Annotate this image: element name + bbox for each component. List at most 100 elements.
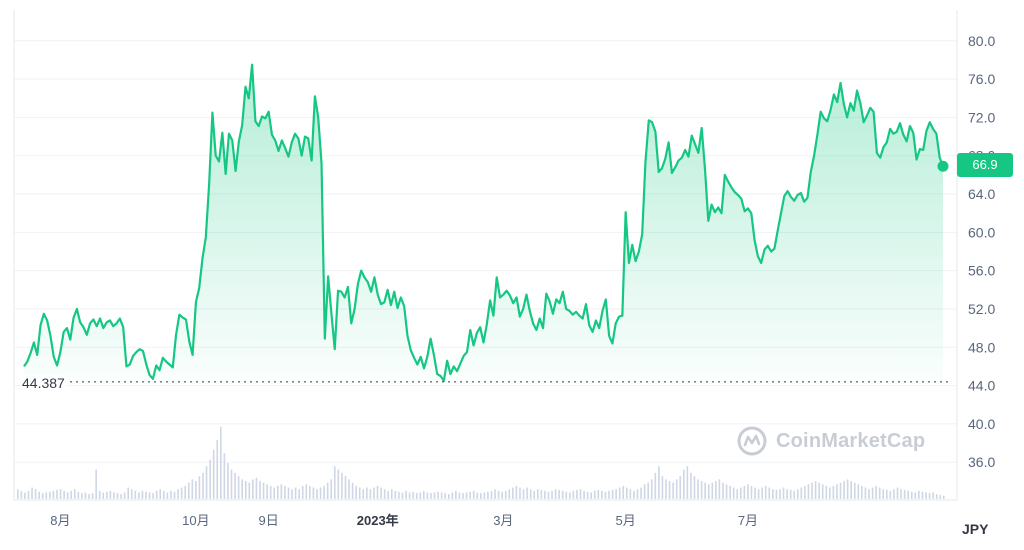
volume-bar xyxy=(166,492,169,499)
volume-bar xyxy=(943,495,945,499)
volume-bar xyxy=(287,487,290,499)
volume-bar xyxy=(59,489,62,499)
volume-bar xyxy=(408,492,411,499)
volume-bar xyxy=(230,469,233,499)
volume-bar xyxy=(497,490,500,499)
volume-bar xyxy=(195,481,197,499)
volume-bar xyxy=(871,487,874,499)
volume-bar xyxy=(725,484,728,499)
volume-bar xyxy=(547,491,550,499)
y-tick-label: 64.0 xyxy=(968,186,995,202)
volume-bar xyxy=(298,489,300,499)
y-tick-label: 60.0 xyxy=(968,224,995,240)
volume-bar xyxy=(209,459,211,499)
volume-bar xyxy=(433,492,436,499)
volume-bar xyxy=(358,487,361,499)
volume-bar xyxy=(501,491,503,499)
volume-bar xyxy=(273,487,276,499)
volume-bar xyxy=(244,481,247,499)
volume-bar xyxy=(216,440,219,499)
volume-bar xyxy=(804,485,806,499)
volume-bar xyxy=(935,494,938,499)
volume-bar xyxy=(626,487,628,499)
volume-bar xyxy=(658,466,660,499)
volume-bar xyxy=(88,494,90,499)
volume-bar xyxy=(56,489,58,499)
volume-bar xyxy=(187,482,190,499)
volume-bar xyxy=(636,489,639,499)
volume-bar xyxy=(333,466,336,499)
volume-bar xyxy=(344,476,347,499)
volume-bar xyxy=(234,472,236,499)
volume-bar xyxy=(487,491,489,499)
price-area-fill xyxy=(24,64,943,382)
volume-bar xyxy=(675,479,678,499)
volume-bar xyxy=(155,490,158,499)
volume-bar xyxy=(476,492,479,499)
volume-bar xyxy=(66,492,69,499)
volume-bar xyxy=(419,492,422,499)
volume-bar xyxy=(893,489,895,499)
volume-bar xyxy=(455,490,457,499)
volume-bar xyxy=(693,476,696,499)
volume-bar xyxy=(875,485,877,499)
volume-bar xyxy=(764,485,767,499)
volume-bar xyxy=(77,491,80,499)
volume-bar xyxy=(390,489,393,499)
volume-bar xyxy=(768,487,771,499)
volume-bar xyxy=(918,490,920,499)
volume-bar xyxy=(775,489,778,499)
volume-bar xyxy=(579,489,582,499)
volume-bar xyxy=(490,490,493,499)
volume-bar xyxy=(284,485,286,499)
volume-bar xyxy=(711,482,714,499)
volume-bar xyxy=(262,482,265,499)
volume-bar xyxy=(309,485,311,499)
volume-bar xyxy=(907,490,909,499)
volume-bar xyxy=(362,489,365,499)
volume-bar xyxy=(900,489,902,499)
y-tick-label: 72.0 xyxy=(968,109,995,125)
volume-bar xyxy=(597,489,600,499)
volume-bar xyxy=(113,492,115,499)
volume-bar xyxy=(430,493,432,499)
volume-bar xyxy=(593,490,596,499)
volume-bar xyxy=(786,489,788,499)
coinmarketcap-logo-icon xyxy=(737,426,767,456)
volume-bar xyxy=(227,463,229,499)
volume-bar xyxy=(130,489,133,499)
volume-bar xyxy=(280,484,283,499)
volume-bar xyxy=(643,484,646,499)
volume-bar xyxy=(686,466,689,499)
current-price-dot[interactable] xyxy=(937,160,949,172)
volume-bar xyxy=(633,490,635,499)
volume-bar xyxy=(707,484,710,499)
volume-bar xyxy=(73,489,76,499)
volume-bar xyxy=(811,482,813,499)
volume-bar xyxy=(63,490,65,499)
volume-bar xyxy=(629,489,632,499)
volume-bar xyxy=(326,482,329,499)
y-tick-label: 36.0 xyxy=(968,454,995,470)
volume-bar xyxy=(861,485,863,499)
volume-bar xyxy=(141,490,144,499)
volume-bar xyxy=(818,482,820,499)
volume-bar xyxy=(241,479,243,499)
volume-bar xyxy=(98,490,101,499)
volume-bar xyxy=(472,490,475,499)
volume-bar xyxy=(426,492,429,499)
volume-bar xyxy=(223,453,226,499)
volume-bar xyxy=(312,487,315,499)
volume-bar xyxy=(81,493,83,499)
volume-bar xyxy=(127,487,130,499)
low-price-label: 44.387 xyxy=(20,375,67,391)
volume-bar xyxy=(451,492,454,499)
volume-bar xyxy=(106,491,108,499)
volume-bar xyxy=(458,492,461,499)
volume-bar xyxy=(366,487,368,499)
volume-bar xyxy=(910,491,913,499)
volume-bar xyxy=(294,487,297,499)
volume-bar xyxy=(622,485,625,499)
y-tick-label: 48.0 xyxy=(968,339,995,355)
